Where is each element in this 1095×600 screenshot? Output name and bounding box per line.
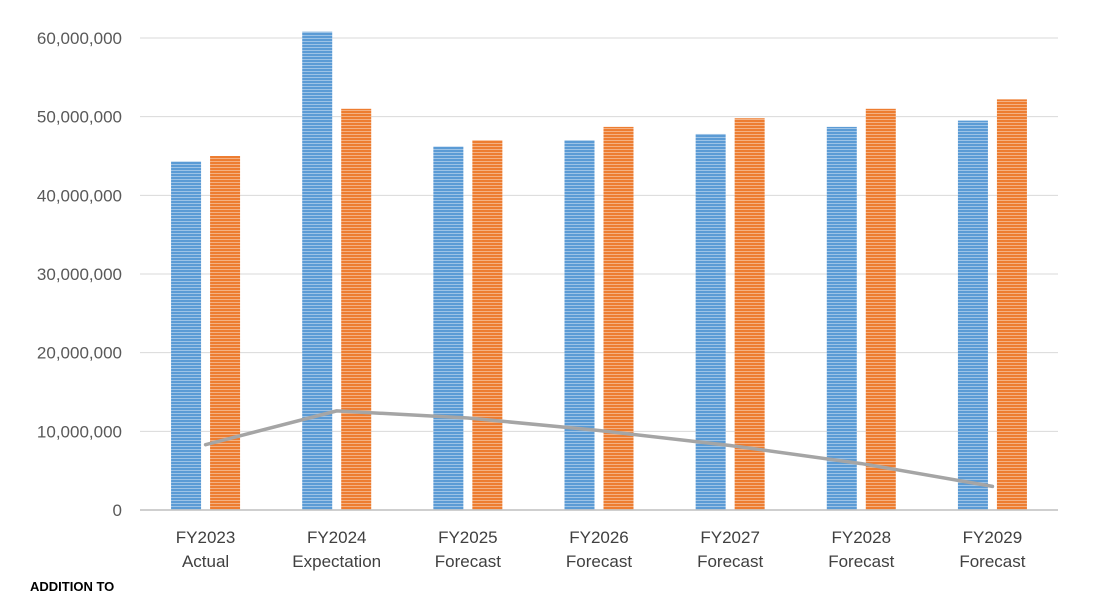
- bar: [341, 108, 372, 511]
- y-tick-label: 30,000,000: [37, 265, 122, 284]
- line-series: [203, 409, 995, 489]
- x-tick-label: FY2029 Forecast: [959, 528, 1025, 571]
- bar: [865, 108, 896, 511]
- bar: [472, 140, 503, 510]
- bar: [210, 156, 241, 510]
- bar: [603, 126, 634, 510]
- y-tick-label: 10,000,000: [37, 422, 122, 441]
- y-axis: 0 10,000,000 20,000,000 30,000,000 40,000,00…: [37, 29, 122, 520]
- y-tick-label: 40,000,000: [37, 186, 122, 205]
- bar: [302, 31, 333, 511]
- y-tick-label: 0: [113, 501, 122, 520]
- bar: [957, 120, 988, 510]
- x-tick-label: FY2025 Forecast: [435, 528, 501, 571]
- bar: [826, 126, 857, 510]
- bars: [171, 31, 1027, 511]
- bar: [695, 133, 726, 510]
- bar: [171, 161, 202, 511]
- x-tick-label: FY2023 Actual: [176, 528, 236, 571]
- bar: [734, 118, 765, 511]
- bar: [996, 99, 1027, 511]
- footer-text: ADDITION TO: [30, 579, 115, 594]
- line-series-path: [203, 409, 995, 489]
- bar: [564, 140, 595, 510]
- y-tick-label: 50,000,000: [37, 108, 122, 127]
- bar: [433, 146, 464, 510]
- gridlines: [140, 37, 1058, 432]
- y-tick-label: 20,000,000: [37, 344, 122, 363]
- y-tick-label: 60,000,000: [37, 29, 122, 48]
- x-tick-label: FY2027 Forecast: [697, 528, 763, 571]
- x-tick-label: FY2024 Expectation: [292, 528, 381, 571]
- x-tick-label: FY2028 Forecast: [828, 528, 894, 571]
- x-axis: FY2023 Actual FY2024 Expectation FY2025 Forec…: [140, 509, 1058, 571]
- x-tick-label: FY2026 Forecast: [566, 528, 632, 571]
